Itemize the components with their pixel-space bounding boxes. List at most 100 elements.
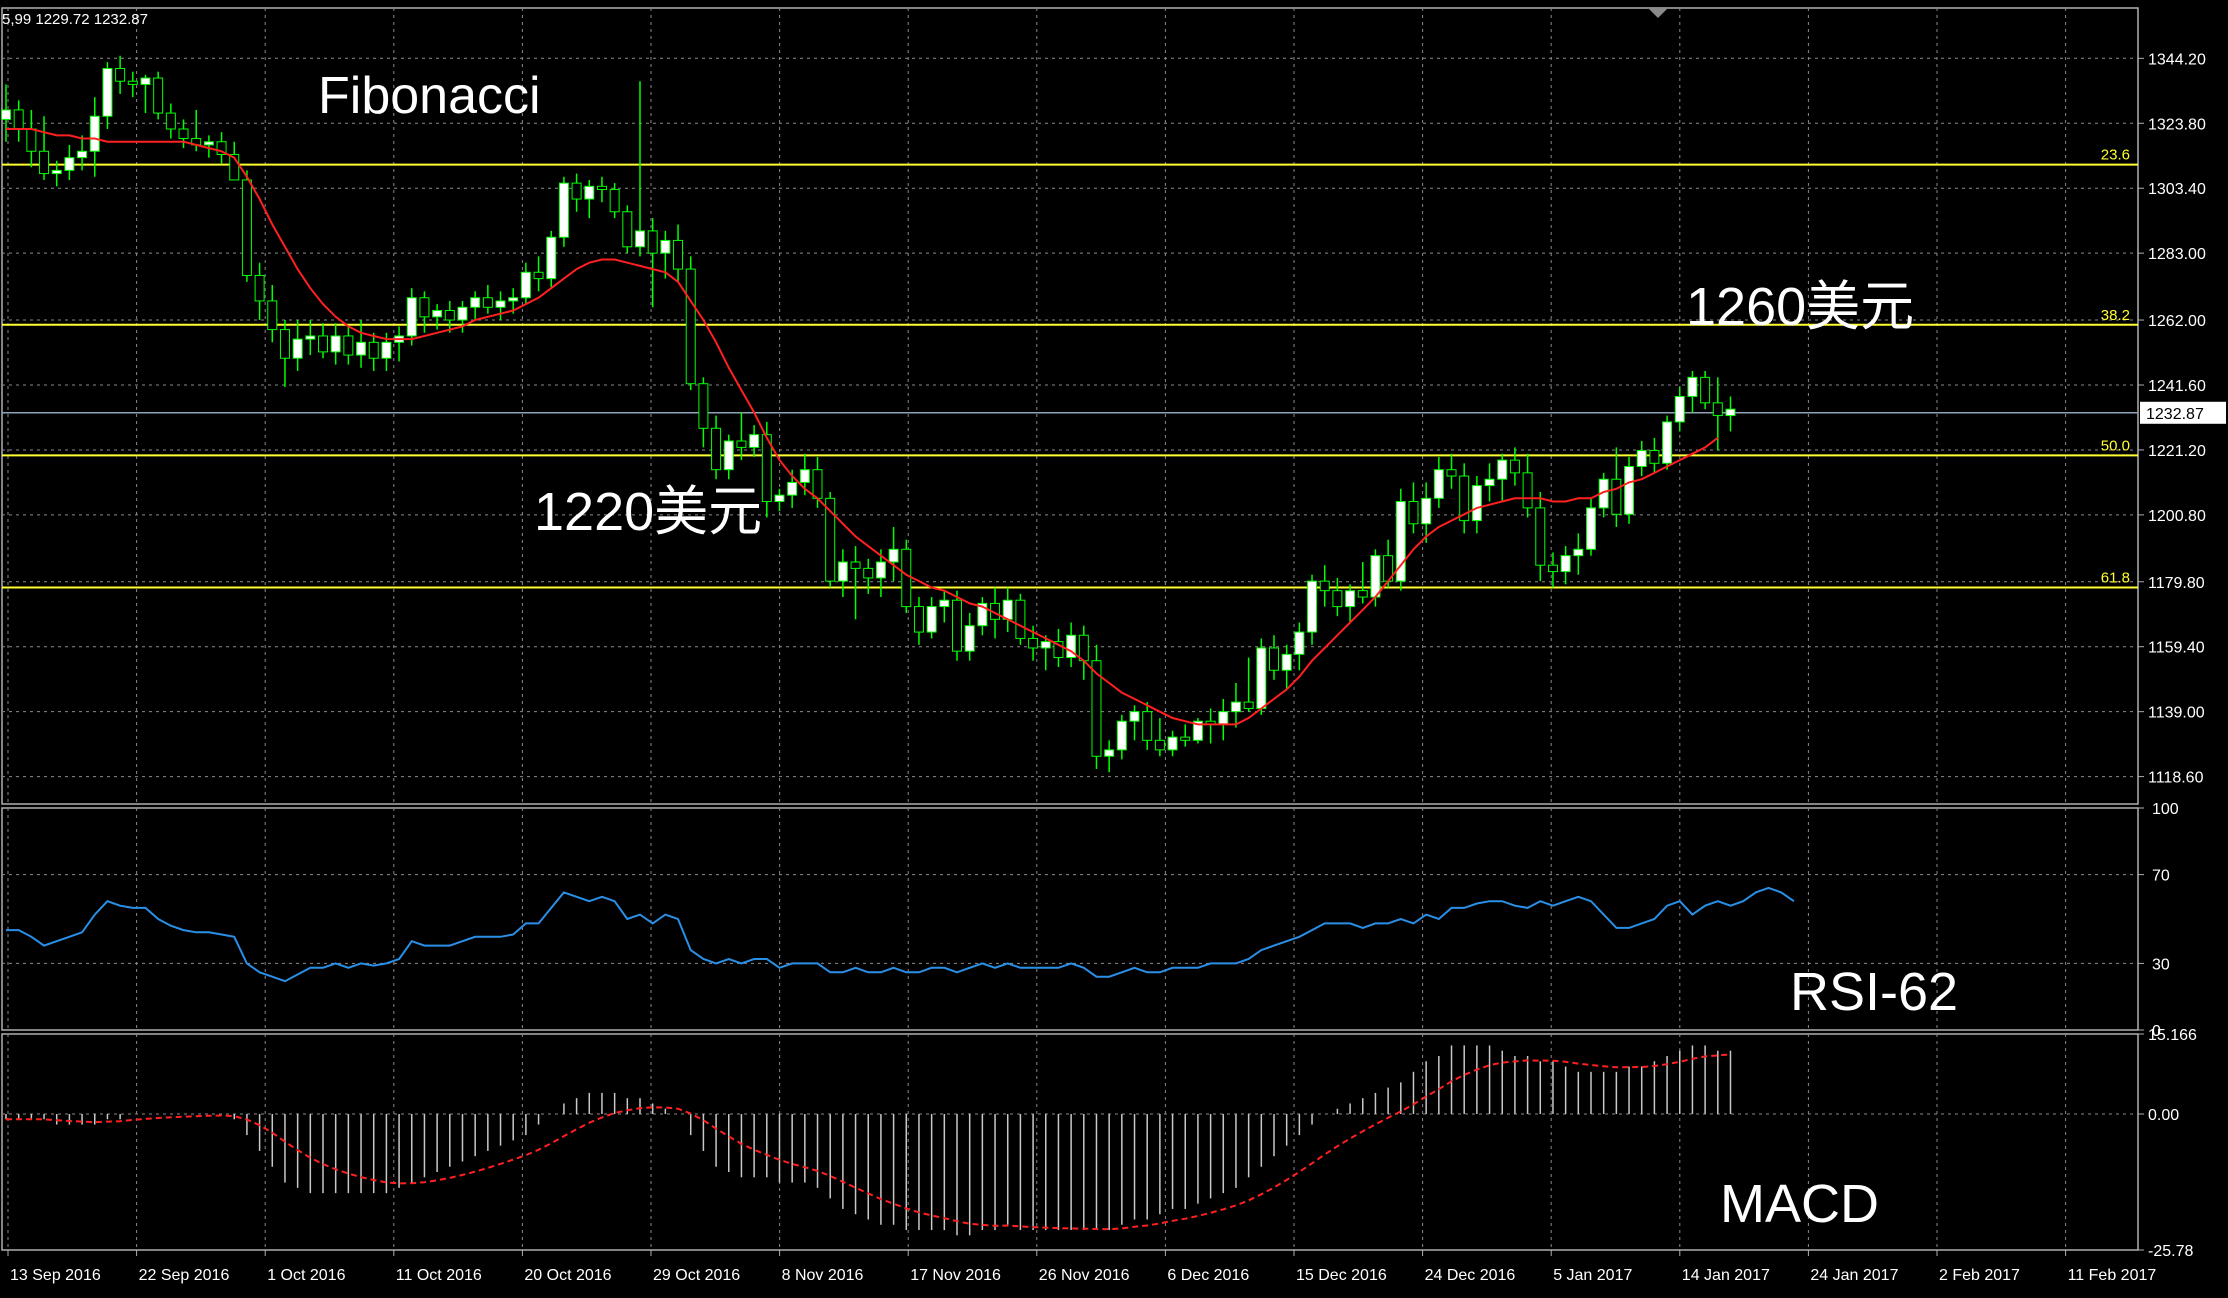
annotation-1260: 1260美元 (1686, 277, 1914, 337)
x-tick-label: 24 Jan 2017 (1810, 1267, 1898, 1284)
candle-body (279, 329, 290, 359)
candle-body (165, 112, 176, 130)
y-tick-label: 1344.20 (2148, 51, 2206, 68)
grid-layer (1, 7, 2139, 1251)
candle-body (584, 185, 595, 200)
panel-border-0 (1, 7, 2139, 805)
candle-body (1497, 459, 1508, 480)
candle-body (51, 169, 62, 175)
candle-body (1357, 590, 1368, 598)
y-tick-label: 1241.60 (2148, 378, 2206, 395)
candle-body (1509, 459, 1520, 474)
x-tick-label: 11 Feb 2017 (2068, 1267, 2157, 1284)
current-price-box (2140, 401, 2226, 424)
candle-body (89, 115, 100, 152)
candle-body (1725, 408, 1736, 417)
candle-body (1471, 485, 1482, 522)
candle-body (13, 109, 24, 130)
candle-body (343, 335, 354, 356)
candle-body (1319, 580, 1330, 592)
candle-body (736, 440, 747, 448)
candle-body (1015, 599, 1026, 639)
x-tick-label: 22 Sep 2016 (139, 1267, 230, 1284)
candle-body (241, 179, 252, 276)
rsi-y-tick-label: 100 (2152, 801, 2179, 818)
macd-y-tick-label: -25.78 (2148, 1243, 2193, 1260)
y-tick-label: 1118.60 (2148, 770, 2204, 787)
candle-body (1091, 660, 1102, 757)
candle-body (913, 606, 924, 633)
candle-body (1230, 701, 1241, 713)
candle-body (1040, 641, 1051, 649)
candle-body (635, 230, 645, 248)
candle-body (432, 309, 443, 318)
candle-body (1547, 564, 1558, 573)
candle-body (1116, 720, 1127, 751)
y-tick-label: 1139.00 (2148, 705, 2205, 722)
candle-body (761, 434, 772, 503)
candle-body (1269, 647, 1279, 671)
candle-body (1154, 739, 1165, 751)
candle-body (508, 297, 519, 302)
candle-body (1180, 736, 1191, 741)
candle-body (356, 341, 367, 356)
candle-body (1066, 634, 1077, 659)
candle-body (178, 128, 189, 140)
macd-panel (2, 1045, 2138, 1236)
x-tick-label: 26 Nov 2016 (1039, 1267, 1130, 1284)
axes: 13 Sep 2016 22 Sep 2016 1 Oct 2016 11 Oct 2… (7, 51, 2226, 1284)
candle-body (875, 561, 886, 579)
ohlc-readout: 5,99 1229.72 1232.87 (2, 11, 148, 28)
rsi-panel (2, 874, 2138, 983)
candle-body (799, 469, 810, 483)
candle-body (977, 602, 988, 627)
candle-body (102, 67, 113, 117)
candle-body (115, 67, 126, 82)
candle-body (64, 157, 75, 171)
candle-body (1002, 599, 1013, 620)
candle-body (1307, 580, 1318, 633)
candle-body (330, 335, 341, 353)
candle-body (406, 297, 417, 337)
macd-signal-line (6, 1053, 1731, 1231)
candle-body (546, 236, 557, 280)
x-tick-label: 29 Oct 2016 (653, 1267, 740, 1284)
candle-body (685, 268, 696, 385)
candle-body (140, 77, 151, 85)
x-tick-label: 14 Jan 2017 (1682, 1267, 1770, 1284)
y-tick-label: 1323.80 (2148, 116, 2206, 133)
candle-body (381, 341, 392, 359)
candle-body (711, 427, 722, 471)
annotation-macd: MACD (1720, 1174, 1879, 1234)
scroll-marker-icon[interactable] (1648, 8, 1668, 18)
candle-body (926, 606, 937, 633)
candle-body (647, 230, 658, 254)
candle-body (1256, 647, 1267, 709)
candle-body (1078, 634, 1089, 662)
candle-body (1484, 478, 1495, 487)
rsi-y-tick-label: 0 (2152, 1023, 2161, 1040)
y-tick-label: 1179.80 (2148, 575, 2205, 592)
candle-body (1446, 469, 1457, 477)
candle-body (825, 497, 836, 582)
x-tick-label: 1 Oct 2016 (267, 1267, 345, 1284)
x-tick-label: 15 Dec 2016 (1296, 1267, 1387, 1284)
x-tick-label: 17 Nov 2016 (910, 1267, 1001, 1284)
candle-body (318, 335, 328, 353)
candle-body (1611, 478, 1622, 515)
annotation-rsi: RSI-62 (1790, 962, 1958, 1022)
y-tick-label: 1159.40 (2148, 640, 2205, 657)
candle-body (482, 297, 493, 308)
candle-body (698, 383, 709, 429)
annotation-1220: 1220美元 (534, 482, 762, 542)
candle-body (368, 341, 379, 359)
fib-level-label: 23.6 (2101, 147, 2130, 164)
candle-body (901, 548, 912, 608)
y-tick-label: 1262.00 (2148, 313, 2206, 330)
candle-body (1712, 402, 1723, 417)
candle-body (571, 182, 582, 200)
y-tick-label: 1200.80 (2148, 508, 2206, 525)
candle-body (723, 440, 734, 471)
candle-body (1459, 475, 1470, 522)
candle-body (1129, 711, 1140, 722)
